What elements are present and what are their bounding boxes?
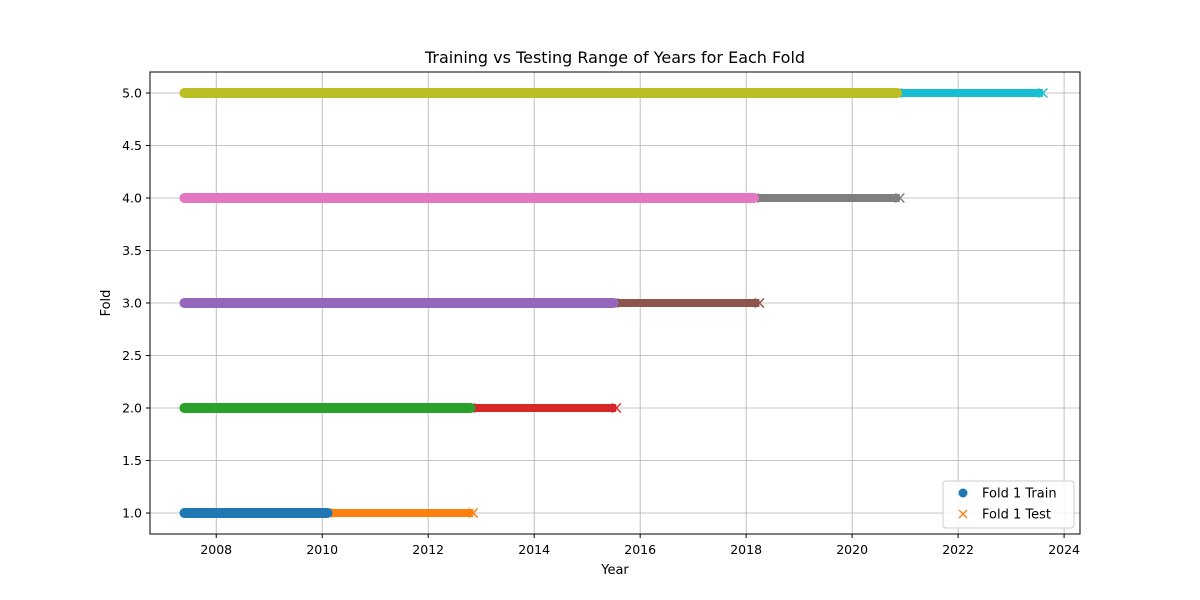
- fold-4-group: [179, 192, 905, 204]
- x-axis-label: Year: [600, 563, 629, 578]
- series: [179, 87, 1048, 519]
- x-tick-label: 2010: [306, 542, 338, 557]
- x-tick-label: 2012: [412, 542, 444, 557]
- x-tick-label: 2018: [730, 542, 762, 557]
- y-tick-label: 1.0: [122, 506, 142, 521]
- fold-5-group: [179, 87, 1048, 99]
- legend-train-label: Fold 1 Train: [982, 487, 1057, 502]
- y-tick-label: 2.0: [122, 401, 142, 416]
- x-tick-label: 2024: [1048, 542, 1080, 557]
- chart-title: Training vs Testing Range of Years for E…: [424, 48, 805, 67]
- y-tick-label: 2.5: [122, 348, 142, 363]
- legend-test-marker: [958, 509, 968, 519]
- x-tick-label: 2016: [624, 542, 656, 557]
- y-tick-label: 3.5: [122, 243, 142, 258]
- legend-train-marker: [958, 488, 968, 498]
- y-tick-label: 1.5: [122, 453, 142, 468]
- fold-1-group: [179, 507, 479, 519]
- y-axis-label: Fold: [99, 290, 114, 317]
- fold-3-test-marker: [754, 297, 765, 309]
- x-tick-label: 2020: [836, 542, 868, 557]
- y-tick-label: 4.0: [122, 191, 142, 206]
- fold-4-test-marker: [894, 192, 905, 204]
- ticks: 2008 2010 2012 2014 2016 2018 2020 2022 2024 1.0 1…: [122, 86, 1080, 558]
- fold-2-group: [179, 402, 622, 414]
- fold-1-test-marker: [468, 507, 479, 519]
- x-tick-label: 2022: [942, 542, 974, 557]
- y-tick-label: 5.0: [122, 86, 142, 101]
- legend: Fold 1 Train Fold 1 Test: [942, 480, 1075, 529]
- fold-2-test-marker: [611, 402, 622, 414]
- y-tick-label: 4.5: [122, 138, 142, 153]
- x-tick-label: 2014: [518, 542, 550, 557]
- x-tick-label: 2008: [200, 542, 232, 557]
- fold-5-test-marker: [1037, 87, 1048, 99]
- legend-box: [942, 480, 1075, 529]
- legend-test-label: Fold 1 Test: [982, 508, 1051, 523]
- fold-3-group: [179, 297, 765, 309]
- y-tick-label: 3.0: [122, 296, 142, 311]
